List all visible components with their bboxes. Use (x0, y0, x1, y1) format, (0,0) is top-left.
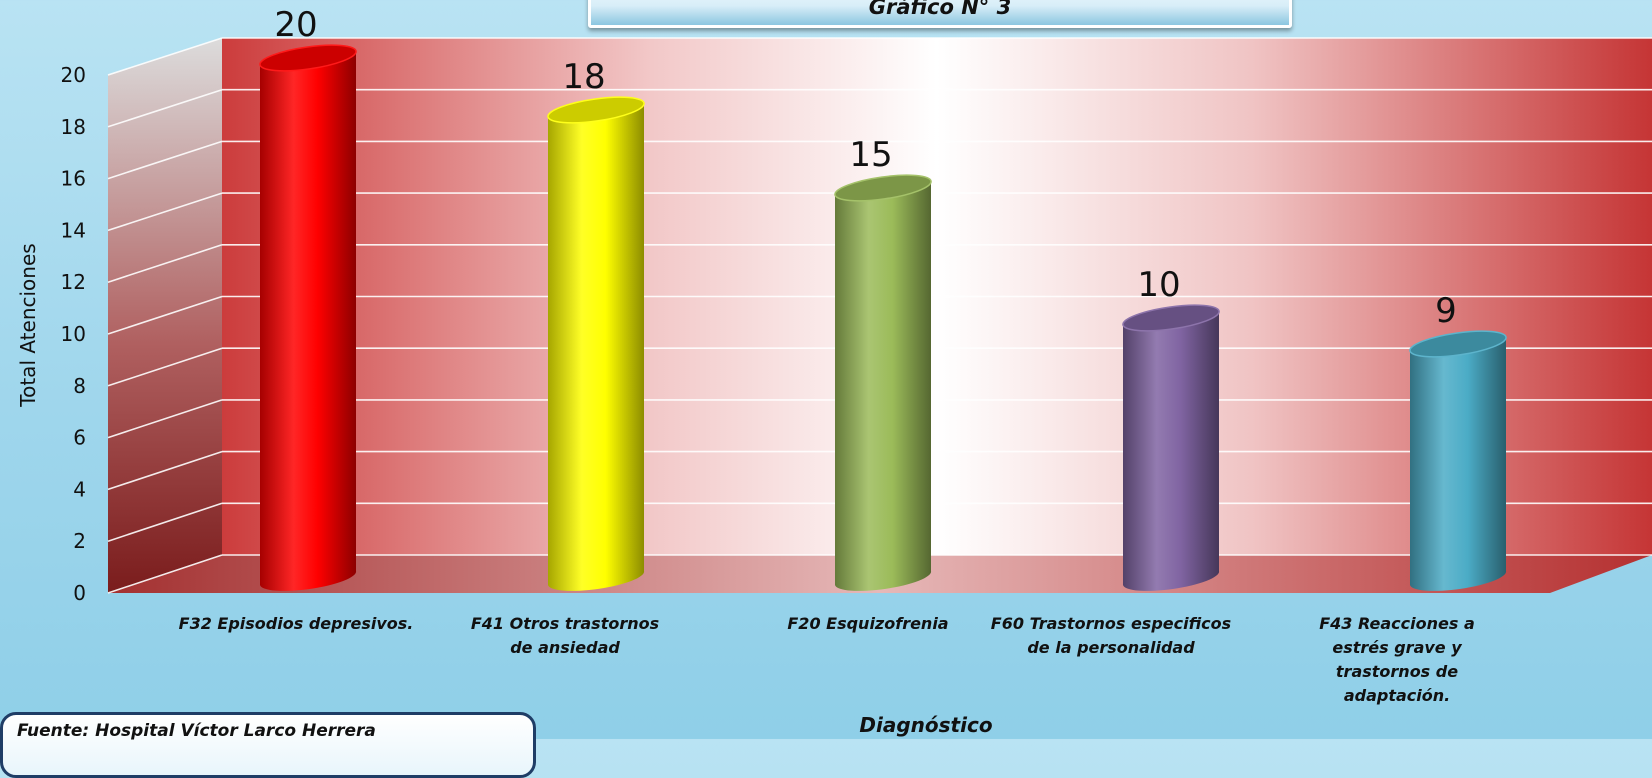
y-tick-label-0: 0 (73, 581, 86, 605)
bar-chart: 0 2 4 6 8 10 12 14 16 18 20 20 18 15 10 9 (61, 5, 1652, 605)
y-tick-label-10: 20 (61, 63, 86, 87)
x-category-label-1: F41 Otros trastornos de ansiedad (470, 614, 660, 657)
bar-1 (547, 96, 645, 591)
y-tick-label-1: 2 (73, 529, 86, 553)
data-label-2: 15 (849, 135, 892, 175)
gridline-7 (107, 192, 1652, 232)
data-labels: 20 18 15 10 9 (274, 5, 1456, 331)
source-box: Fuente: Hospital Víctor Larco Herrera (0, 712, 536, 778)
x-axis-label: Diagnóstico (859, 713, 993, 737)
gridline-6 (107, 244, 1652, 283)
y-tick-labels: 0 2 4 6 8 10 12 14 16 18 20 (61, 63, 86, 605)
data-label-4: 9 (1435, 291, 1457, 331)
gridline-5 (107, 295, 1652, 335)
gridline-9 (107, 88, 1652, 128)
bar-0 (259, 44, 357, 591)
y-tick-label-7: 14 (61, 218, 86, 242)
bar-4 (1409, 330, 1507, 591)
data-label-0: 20 (274, 5, 317, 45)
x-category-label-0: F32 Episodios depresivos. (178, 614, 414, 633)
bar-3 (1122, 304, 1220, 591)
gridline-8 (107, 140, 1652, 180)
y-axis-label: Total Atenciones (16, 243, 40, 407)
data-label-1: 18 (562, 57, 605, 97)
x-category-label-2: F20 Esquizofrenia (787, 614, 949, 633)
chart-title: Gráfico N° 3 (868, 0, 1012, 19)
y-tick-label-3: 6 (73, 426, 86, 450)
bars (259, 44, 1507, 591)
y-tick-label-9: 18 (61, 115, 86, 139)
y-tick-label-4: 8 (73, 374, 86, 398)
data-label-3: 10 (1137, 265, 1180, 305)
gridline-10 (107, 37, 1652, 76)
bar-2 (834, 174, 932, 591)
x-category-label-4: F43 Reacciones a estrés grave y trastorn… (1319, 614, 1475, 705)
y-tick-label-2: 4 (73, 477, 86, 501)
source-note: Fuente: Hospital Víctor Larco Herrera (17, 721, 376, 741)
chart-title-box: Gráfico N° 3 (588, 0, 1292, 28)
y-tick-label-6: 12 (61, 270, 86, 294)
y-tick-label-8: 16 (61, 167, 86, 191)
y-tick-label-5: 10 (61, 322, 86, 346)
x-category-label-3: F60 Trastornos especificos de la persona… (990, 614, 1232, 657)
